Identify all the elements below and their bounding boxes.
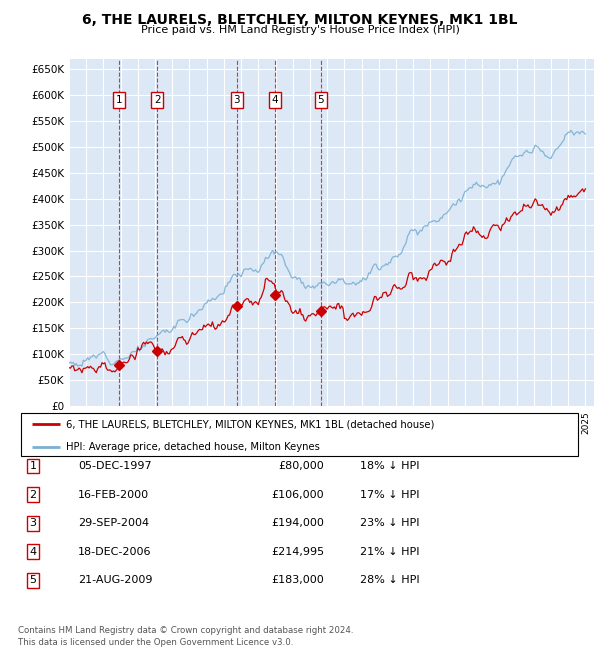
Text: £80,000: £80,000 (278, 461, 324, 471)
Text: Price paid vs. HM Land Registry's House Price Index (HPI): Price paid vs. HM Land Registry's House … (140, 25, 460, 34)
Text: 4: 4 (29, 547, 37, 557)
Text: 4: 4 (272, 95, 278, 105)
Text: 18-DEC-2006: 18-DEC-2006 (78, 547, 151, 557)
Text: 5: 5 (29, 575, 37, 586)
Text: 6, THE LAURELS, BLETCHLEY, MILTON KEYNES, MK1 1BL: 6, THE LAURELS, BLETCHLEY, MILTON KEYNES… (82, 13, 518, 27)
Text: 23% ↓ HPI: 23% ↓ HPI (360, 518, 419, 528)
Text: £214,995: £214,995 (271, 547, 324, 557)
Text: £183,000: £183,000 (271, 575, 324, 586)
Text: 1: 1 (116, 95, 122, 105)
Text: 18% ↓ HPI: 18% ↓ HPI (360, 461, 419, 471)
Text: 6, THE LAURELS, BLETCHLEY, MILTON KEYNES, MK1 1BL (detached house): 6, THE LAURELS, BLETCHLEY, MILTON KEYNES… (66, 419, 434, 429)
Text: 3: 3 (233, 95, 240, 105)
Text: 2: 2 (154, 95, 160, 105)
FancyBboxPatch shape (21, 413, 578, 456)
Text: 2: 2 (29, 489, 37, 500)
Text: 28% ↓ HPI: 28% ↓ HPI (360, 575, 419, 586)
Text: 17% ↓ HPI: 17% ↓ HPI (360, 489, 419, 500)
Text: £194,000: £194,000 (271, 518, 324, 528)
Text: 16-FEB-2000: 16-FEB-2000 (78, 489, 149, 500)
Text: 29-SEP-2004: 29-SEP-2004 (78, 518, 149, 528)
Text: 3: 3 (29, 518, 37, 528)
Text: 05-DEC-1997: 05-DEC-1997 (78, 461, 152, 471)
Text: 21% ↓ HPI: 21% ↓ HPI (360, 547, 419, 557)
Text: £106,000: £106,000 (271, 489, 324, 500)
Text: 5: 5 (317, 95, 325, 105)
Text: 21-AUG-2009: 21-AUG-2009 (78, 575, 152, 586)
Text: 1: 1 (29, 461, 37, 471)
Text: Contains HM Land Registry data © Crown copyright and database right 2024.
This d: Contains HM Land Registry data © Crown c… (18, 626, 353, 647)
Text: HPI: Average price, detached house, Milton Keynes: HPI: Average price, detached house, Milt… (66, 441, 320, 452)
